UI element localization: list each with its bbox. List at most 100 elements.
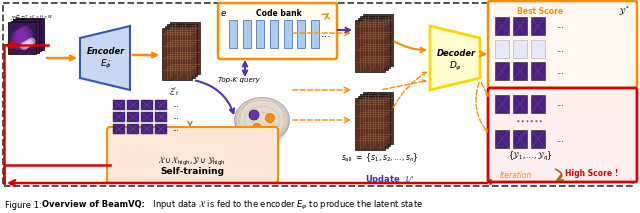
Text: Code bank: Code bank xyxy=(256,9,302,17)
Text: * * * * * *: * * * * * * xyxy=(517,119,543,125)
Text: Iteration: Iteration xyxy=(500,171,532,180)
Text: Self-training: Self-training xyxy=(160,167,224,177)
Text: $\mathcal{Y}^*$: $\mathcal{Y}^*$ xyxy=(618,4,630,18)
Bar xyxy=(311,20,319,48)
Polygon shape xyxy=(430,26,480,90)
Text: $\mathcal{X} \in \mathbb{R}^{T \times C \times H \times W}$: $\mathcal{X} \in \mathbb{R}^{T \times C … xyxy=(10,14,53,22)
Bar xyxy=(495,130,509,148)
Bar xyxy=(113,124,125,134)
Bar xyxy=(141,124,153,134)
Bar xyxy=(155,112,167,122)
Bar xyxy=(127,124,139,134)
Bar xyxy=(270,20,278,48)
Bar xyxy=(127,100,139,110)
Text: ...: ... xyxy=(173,102,179,108)
Text: ...: ... xyxy=(556,66,564,75)
Text: $D_\varphi$: $D_\varphi$ xyxy=(449,59,463,73)
FancyBboxPatch shape xyxy=(488,88,637,182)
FancyBboxPatch shape xyxy=(107,127,278,183)
Bar xyxy=(113,112,125,122)
Bar xyxy=(360,94,390,146)
Bar xyxy=(141,100,153,110)
Ellipse shape xyxy=(25,39,33,47)
Bar xyxy=(167,24,197,76)
Bar xyxy=(495,17,509,35)
Ellipse shape xyxy=(234,98,289,142)
Text: ...: ... xyxy=(556,45,564,53)
Bar xyxy=(513,62,527,80)
Ellipse shape xyxy=(28,37,35,46)
Bar xyxy=(155,100,167,110)
Text: $\mathcal{Z}'_t$: $\mathcal{Z}'_t$ xyxy=(168,85,180,98)
Bar xyxy=(141,112,153,122)
Ellipse shape xyxy=(11,30,25,50)
Text: Decoder: Decoder xyxy=(436,49,476,59)
Bar xyxy=(164,26,195,78)
Bar xyxy=(362,14,392,66)
Bar xyxy=(127,112,139,122)
Text: ...: ... xyxy=(556,22,564,30)
Bar xyxy=(284,20,292,48)
Text: $E_{\hat{\phi}}$: $E_{\hat{\phi}}$ xyxy=(100,58,112,71)
Bar xyxy=(355,20,385,72)
Bar xyxy=(155,124,167,134)
Text: Top-K query: Top-K query xyxy=(218,77,260,83)
Circle shape xyxy=(249,110,259,120)
Bar xyxy=(355,98,385,150)
Bar xyxy=(257,20,264,48)
Bar xyxy=(162,28,192,80)
Ellipse shape xyxy=(19,26,33,46)
Bar xyxy=(13,19,41,51)
Bar xyxy=(10,20,38,52)
Text: Input data $\mathcal{X}$ is fed to the encoder $E_\varphi$ to produce the latent: Input data $\mathcal{X}$ is fed to the e… xyxy=(150,199,423,212)
Bar xyxy=(495,40,509,58)
Text: ...: ... xyxy=(556,99,564,108)
Bar xyxy=(531,40,545,58)
Text: $\mathcal{X} \cup \mathcal{X}_{\mathrm{high}}, \mathcal{Y} \cup \mathcal{Y}_{\ma: $\mathcal{X} \cup \mathcal{X}_{\mathrm{h… xyxy=(158,156,226,168)
Bar xyxy=(298,20,305,48)
Bar xyxy=(362,92,392,144)
FancyBboxPatch shape xyxy=(488,1,637,88)
Bar xyxy=(531,17,545,35)
Bar xyxy=(513,40,527,58)
Bar xyxy=(531,95,545,113)
Bar xyxy=(495,62,509,80)
Bar xyxy=(358,96,387,148)
Text: ...: ... xyxy=(367,85,376,95)
Ellipse shape xyxy=(22,40,31,49)
Text: $s_{\mathrm{all}}\ =\ \{s_1, s_2, \ldots, s_n\}$: $s_{\mathrm{all}}\ =\ \{s_1, s_2, \ldots… xyxy=(341,152,419,164)
Bar xyxy=(495,95,509,113)
Bar xyxy=(513,17,527,35)
Circle shape xyxy=(266,114,275,122)
Bar xyxy=(229,20,237,48)
Polygon shape xyxy=(80,26,130,90)
Text: Best Score: Best Score xyxy=(517,7,563,16)
FancyBboxPatch shape xyxy=(3,3,633,186)
Bar xyxy=(513,95,527,113)
Text: ...: ... xyxy=(173,126,179,132)
Circle shape xyxy=(259,128,269,137)
Text: High Score !: High Score ! xyxy=(565,168,618,177)
Bar xyxy=(113,100,125,110)
Ellipse shape xyxy=(20,42,28,50)
Ellipse shape xyxy=(13,29,28,49)
Bar xyxy=(360,16,390,68)
FancyBboxPatch shape xyxy=(218,3,337,59)
Bar xyxy=(358,18,387,70)
Text: ...: ... xyxy=(321,29,332,39)
Bar xyxy=(513,130,527,148)
Bar xyxy=(531,130,545,148)
Ellipse shape xyxy=(16,27,30,47)
Bar xyxy=(531,62,545,80)
Text: Encoder: Encoder xyxy=(87,47,125,56)
Text: ...: ... xyxy=(173,114,179,120)
Text: Figure 1:: Figure 1: xyxy=(5,200,44,210)
Bar xyxy=(243,20,251,48)
Bar xyxy=(170,22,200,74)
Circle shape xyxy=(253,124,262,132)
Bar xyxy=(8,22,36,54)
Text: $e$: $e$ xyxy=(220,9,228,17)
Text: ...: ... xyxy=(556,134,564,144)
Text: $\{\mathcal{Y}_1, \ldots, \mathcal{Y}_q\}$: $\{\mathcal{Y}_1, \ldots, \mathcal{Y}_q\… xyxy=(508,150,552,163)
Bar xyxy=(15,17,44,49)
